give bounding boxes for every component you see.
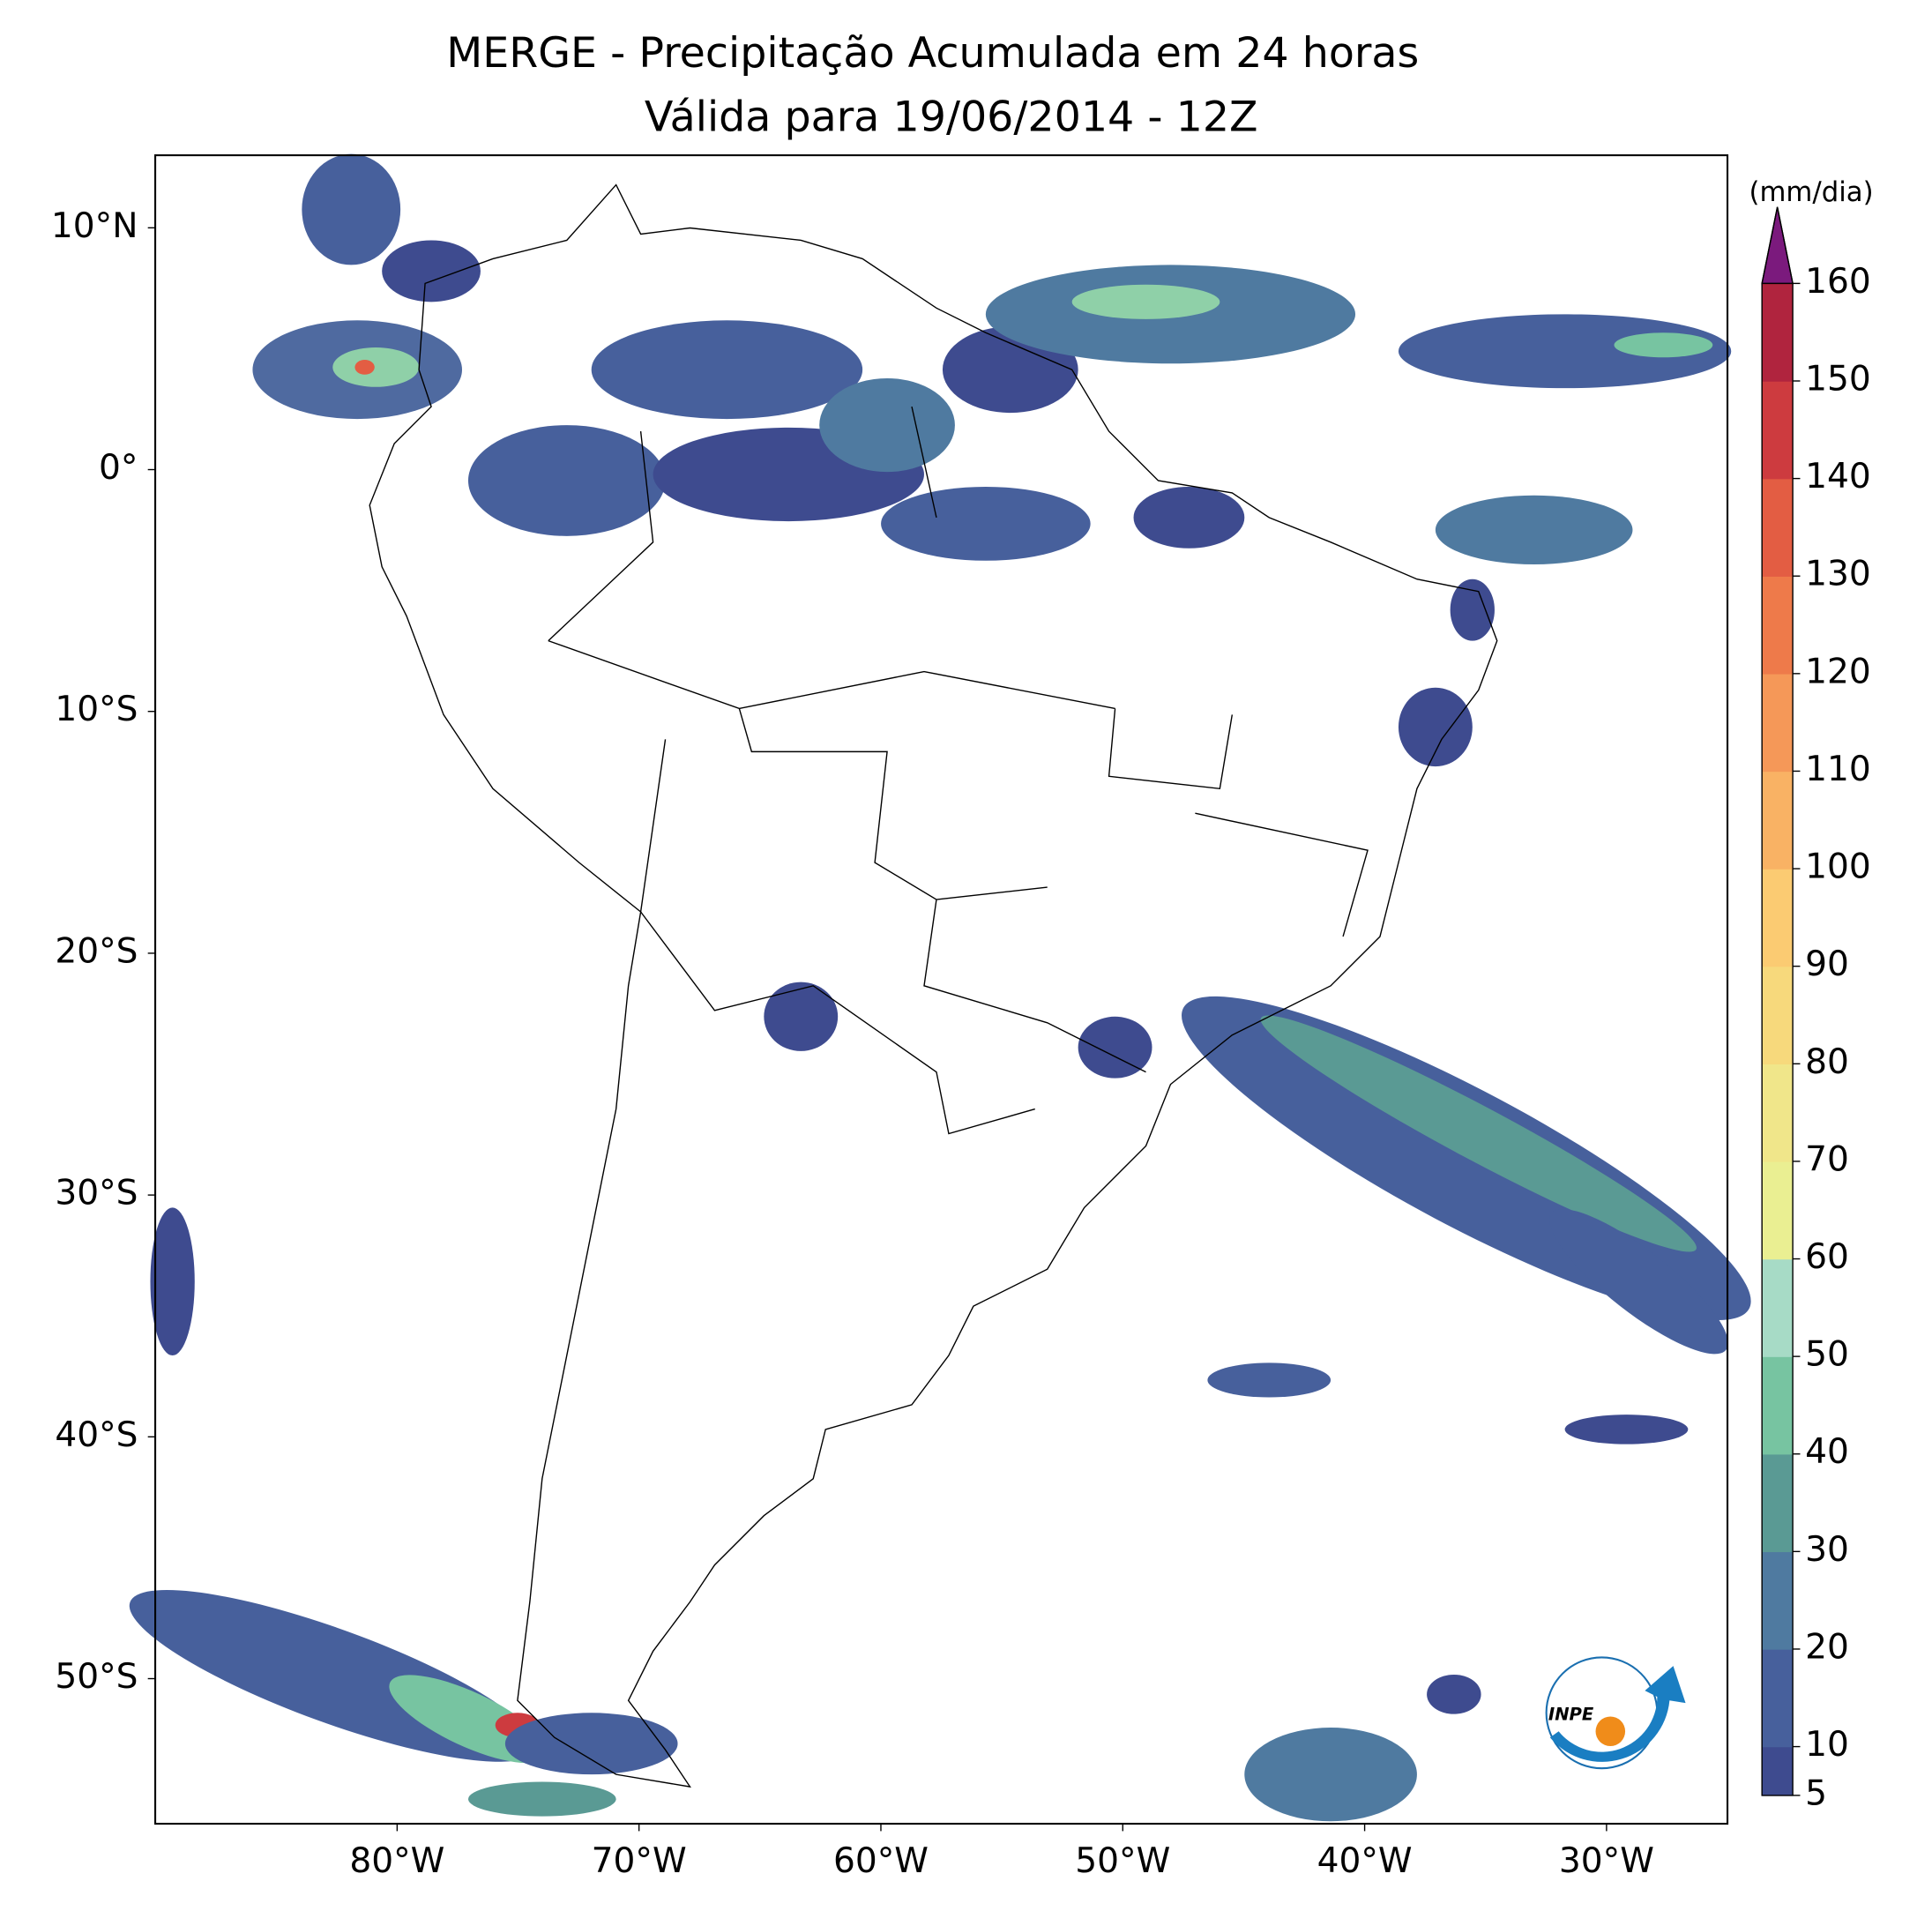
- colorbar-segment: [1762, 478, 1794, 577]
- rain-area: [332, 347, 420, 387]
- colorbar-segment: [1762, 771, 1794, 870]
- colorbar-segment: [1762, 1356, 1794, 1455]
- colorbar-tick-label: 130: [1805, 555, 1871, 594]
- colorbar-tick-label: 110: [1805, 750, 1871, 789]
- borders: [548, 406, 1369, 1135]
- figure: MERGE - Precipitação Acumulada em 24 hor…: [51, 29, 1874, 1881]
- rain-area: [1427, 1674, 1481, 1714]
- colorbar-tick-label: 50: [1805, 1335, 1849, 1375]
- colorbar-segment: [1762, 1064, 1794, 1162]
- rain-area: [1450, 579, 1495, 641]
- rain-area: [1133, 486, 1245, 549]
- rain-area: [467, 1781, 616, 1817]
- y-tick-label: 10°S: [55, 690, 138, 729]
- rain-area: [1564, 1415, 1689, 1444]
- rain-area: [1398, 687, 1473, 767]
- x-tick-label: 30°W: [1559, 1841, 1654, 1881]
- colorbar-segment: [1762, 869, 1794, 967]
- precipitation: [129, 153, 1751, 1822]
- logo-dot: [1595, 1716, 1626, 1747]
- x-tick-label: 50°W: [1075, 1841, 1170, 1881]
- colorbar-segment: [1762, 1746, 1794, 1796]
- x-tick-label: 60°W: [833, 1841, 929, 1881]
- colorbar-label: (mm/dia): [1749, 176, 1874, 208]
- rain-area: [1071, 284, 1220, 319]
- logo-text: INPE: [1548, 1705, 1594, 1725]
- rain-area: [1207, 1362, 1332, 1398]
- colorbar-tick-label: 150: [1805, 359, 1871, 399]
- logo-arrow: [1549, 1666, 1686, 1762]
- rain-area: [764, 982, 839, 1051]
- colorbar-tick-label: 80: [1805, 1042, 1849, 1082]
- colorbar-segment: [1762, 576, 1794, 675]
- logo: INPE: [1545, 1656, 1686, 1770]
- rain-area: [302, 153, 401, 265]
- rain-area: [1260, 1015, 1697, 1252]
- colorbar-segment: [1762, 1453, 1794, 1553]
- x-tick-label: 70°W: [592, 1841, 687, 1881]
- rain-area: [1549, 1209, 1728, 1355]
- colorbar-tick-label: 40: [1805, 1432, 1849, 1472]
- colorbar-tick-label: 120: [1805, 652, 1871, 691]
- rain-area: [354, 360, 375, 375]
- rain-area: [1435, 495, 1633, 564]
- colorbar-segment: [1762, 380, 1794, 480]
- x-tick-label: 80°W: [349, 1841, 444, 1881]
- colorbar-segment: [1762, 673, 1794, 773]
- rain-area: [1244, 1728, 1417, 1822]
- rain-area: [1078, 1016, 1152, 1079]
- colorbar-tick-label: 70: [1805, 1139, 1849, 1179]
- colorbar-segment: [1762, 1258, 1794, 1357]
- rain-area: [591, 320, 863, 420]
- colorbar-tick-label: 30: [1805, 1530, 1849, 1570]
- map-frame: [154, 154, 1729, 1825]
- chart-title: MERGE - Precipitação Acumulada em 24 hor…: [446, 29, 1419, 78]
- colorbar-tick-label: 90: [1805, 944, 1849, 984]
- rain-area: [881, 486, 1091, 561]
- colorbar-tick-label: 100: [1805, 847, 1871, 887]
- rain-area: [1398, 314, 1732, 389]
- colorbar-tick-label: 160: [1805, 262, 1871, 302]
- colorbar-tick-label: 140: [1805, 457, 1871, 496]
- colorbar-extend: [1761, 206, 1794, 285]
- colorbar-segment: [1762, 1551, 1794, 1650]
- rain-area: [1614, 332, 1713, 358]
- y-tick-label: 50°S: [55, 1657, 138, 1697]
- chart-subtitle: Válida para 19/06/2014 - 12Z: [645, 93, 1258, 142]
- colorbar-segment: [1762, 966, 1794, 1064]
- rain-area: [150, 1207, 195, 1356]
- colorbar-frame: [1761, 206, 1794, 1796]
- colorbar-segment: [1762, 1161, 1794, 1260]
- y-tick-label: 20°S: [55, 931, 138, 971]
- colorbar-tick-label: 20: [1805, 1627, 1849, 1667]
- x-tick-label: 40°W: [1317, 1841, 1413, 1881]
- y-tick-label: 40°S: [55, 1415, 138, 1455]
- colorbar-segment: [1762, 1648, 1794, 1748]
- rain-area: [382, 240, 481, 302]
- rain-area: [819, 377, 955, 473]
- colorbar-tick-label: 60: [1805, 1237, 1849, 1277]
- y-tick-label: 30°S: [55, 1174, 138, 1213]
- y-tick-label: 10°N: [51, 206, 138, 246]
- coastline: [369, 183, 1498, 1788]
- colorbar-segment: [1762, 283, 1794, 382]
- rain-area: [467, 425, 666, 536]
- rain-area: [504, 1713, 678, 1775]
- y-tick-label: 0°: [99, 448, 138, 488]
- colorbar-tick-label: 10: [1805, 1725, 1849, 1765]
- colorbar-tick-label: 5: [1805, 1773, 1827, 1813]
